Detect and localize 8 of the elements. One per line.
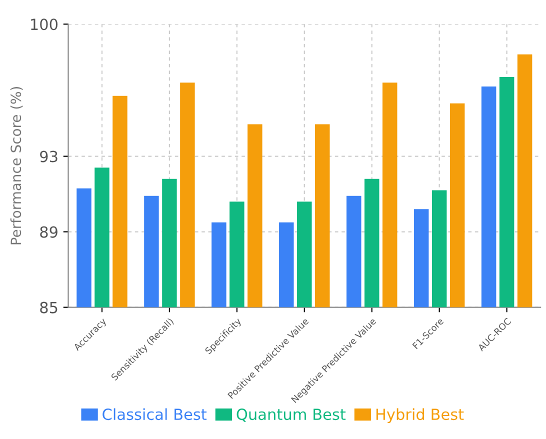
y-axis-title: Performance Score (%) <box>10 87 23 244</box>
y-tick-label: 85 <box>40 302 58 314</box>
legend-label: Quantum Best <box>236 408 346 422</box>
y-tick-label: 100 <box>31 18 58 30</box>
legend-label: Classical Best <box>102 408 207 420</box>
y-tick-label: 89 <box>40 226 58 238</box>
legend-label: Hybrid Best <box>376 408 464 424</box>
y-tick-label: 93 <box>40 150 58 162</box>
